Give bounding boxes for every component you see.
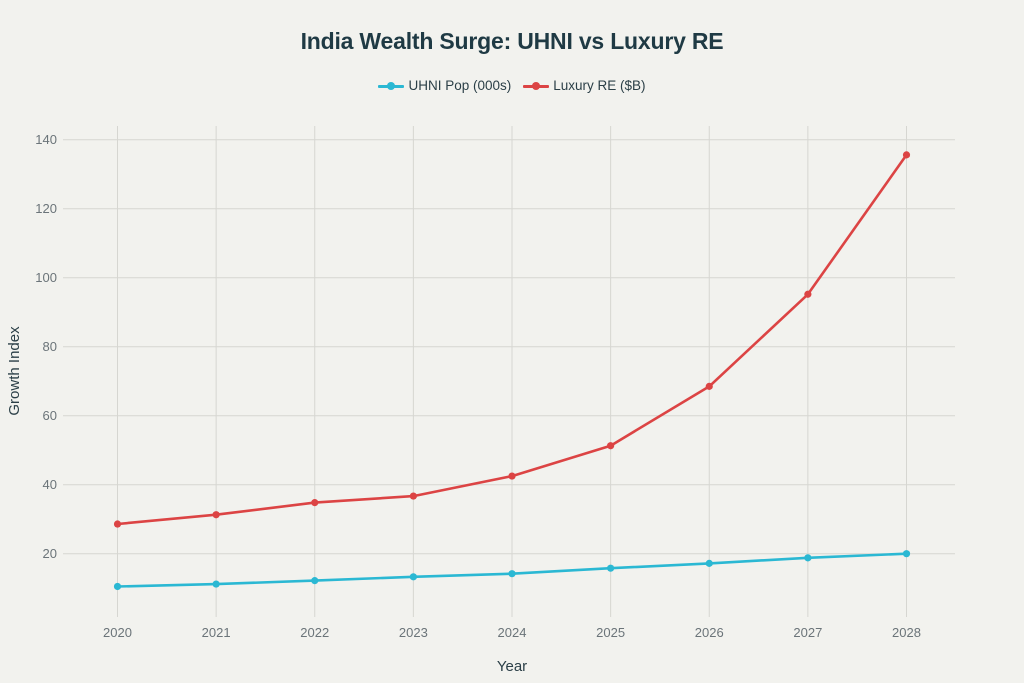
legend-item-luxury-re[interactable]: Luxury RE ($B) — [523, 78, 646, 93]
y-axis-title: Growth Index — [6, 326, 23, 416]
x-tick-label: 2026 — [695, 625, 724, 640]
legend-label-uhni: UHNI Pop (000s) — [408, 78, 512, 93]
x-tick-label: 2022 — [300, 625, 329, 640]
chart-title: India Wealth Surge: UHNI vs Luxury RE — [300, 28, 724, 54]
data-point-uhni[interactable] — [508, 570, 516, 578]
y-tick-label: 40 — [43, 477, 57, 492]
data-point-uhni[interactable] — [804, 554, 812, 562]
data-point-uhni[interactable] — [409, 573, 417, 581]
data-point-luxury-re[interactable] — [508, 472, 516, 480]
legend-marker-luxury-re — [532, 82, 541, 90]
data-point-uhni[interactable] — [212, 580, 220, 588]
y-tick-label: 120 — [35, 201, 57, 216]
legend-marker-uhni — [387, 82, 396, 90]
y-axis-ticks: 20 40 60 80 100 120 140 — [35, 132, 57, 561]
x-axis-ticks: 2020 2021 2022 2023 2024 2025 2026 2027 2028 — [103, 625, 921, 640]
legend-swatch-uhni — [378, 81, 405, 91]
data-point-uhni[interactable] — [607, 564, 615, 572]
x-tick-label: 2023 — [399, 625, 428, 640]
series-group — [113, 151, 911, 591]
x-tick-label: 2027 — [793, 625, 822, 640]
data-point-luxury-re[interactable] — [705, 382, 713, 390]
x-tick-label: 2021 — [202, 625, 231, 640]
legend-swatch-luxury-re — [523, 81, 550, 91]
x-tick-label: 2025 — [596, 625, 625, 640]
series-uhni — [113, 550, 911, 591]
data-point-luxury-re[interactable] — [113, 520, 122, 528]
data-point-luxury-re[interactable] — [311, 499, 319, 507]
x-tick-label: 2020 — [103, 625, 132, 640]
data-point-uhni[interactable] — [902, 550, 911, 558]
data-point-luxury-re[interactable] — [607, 442, 615, 450]
data-point-uhni[interactable] — [705, 559, 713, 567]
x-axis-title: Year — [497, 658, 527, 675]
x-tick-label: 2028 — [892, 625, 921, 640]
data-point-luxury-re[interactable] — [212, 511, 220, 519]
series-luxury-re — [113, 151, 911, 528]
data-point-uhni[interactable] — [311, 577, 319, 585]
y-tick-label: 60 — [43, 408, 57, 423]
legend-item-uhni[interactable]: UHNI Pop (000s) — [378, 78, 511, 93]
data-point-luxury-re[interactable] — [409, 492, 417, 500]
y-tick-label: 80 — [43, 339, 57, 354]
legend-label-luxury-re: Luxury RE ($B) — [553, 78, 646, 93]
data-point-luxury-re[interactable] — [804, 290, 812, 298]
y-tick-label: 20 — [43, 546, 57, 561]
legend: UHNI Pop (000s) Luxury RE ($B) — [0, 78, 1024, 93]
y-tick-label: 100 — [35, 270, 57, 285]
y-tick-label: 140 — [35, 132, 57, 147]
x-tick-label: 2024 — [498, 625, 527, 640]
data-point-uhni[interactable] — [113, 582, 122, 591]
data-point-luxury-re[interactable] — [902, 151, 911, 159]
grid — [63, 126, 955, 617]
